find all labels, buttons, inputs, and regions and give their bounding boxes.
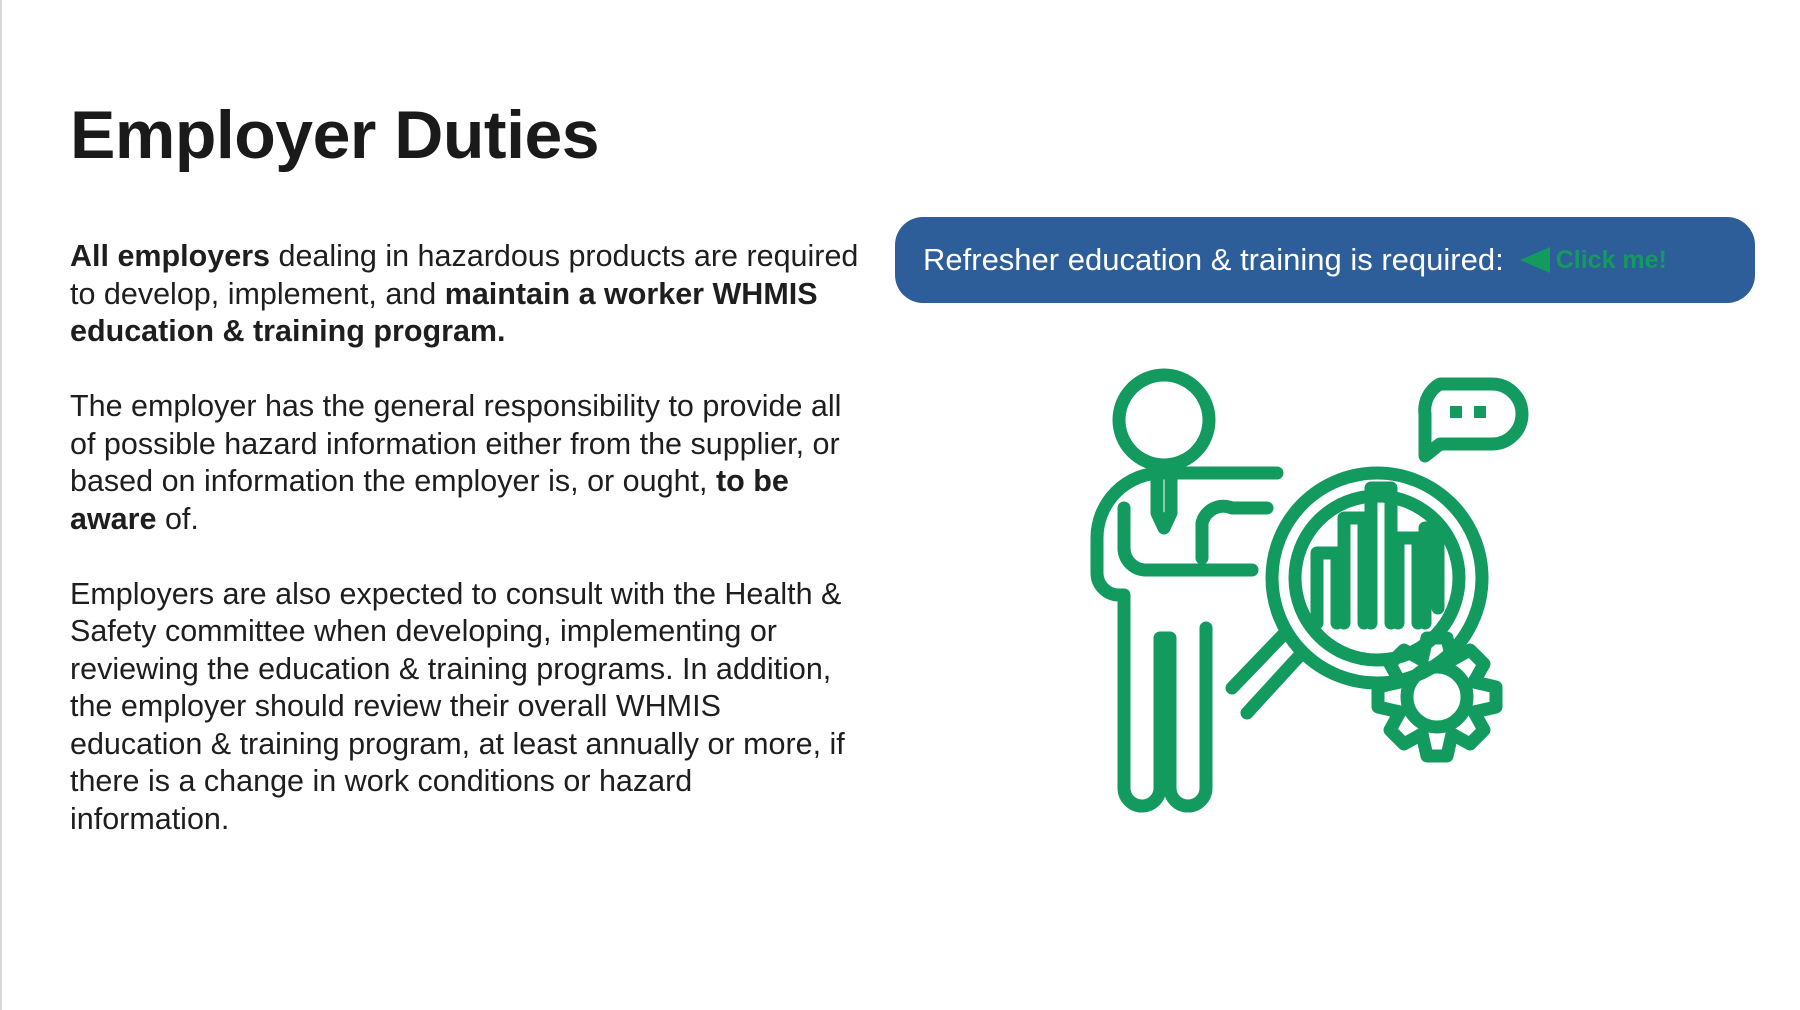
click-me-label: Click me! [1555, 245, 1667, 274]
paragraph-consult-review: Employers are also expected to consult w… [70, 576, 860, 839]
presenter-icon [1090, 368, 1284, 813]
text-segment: Employers are also expected to consult w… [70, 576, 845, 836]
click-me-link[interactable]: Click me! [1519, 245, 1667, 275]
text-segment: of. [156, 501, 199, 536]
text-segment: dealing in hazardous products are requir… [70, 239, 859, 311]
magnifier-icon [1225, 466, 1489, 720]
bar-chart-icon [1310, 481, 1445, 630]
left-arrow-icon [1519, 247, 1550, 273]
paragraph-hazard-information: The employer has the general responsibil… [70, 388, 860, 538]
paragraph-employer-duty: All employers dealing in hazardous produ… [70, 238, 860, 351]
presenter-magnifier-chart-gear-icon [1090, 368, 1529, 813]
text-segment: The employer has the general responsibil… [70, 389, 842, 498]
text-segment: All employers [70, 239, 271, 273]
callout-text: Refresher education & training is requir… [923, 242, 1504, 277]
body-text: All employers dealing in hazardous produ… [70, 238, 860, 876]
speech-bubble-icon [1418, 377, 1529, 463]
text-segment: maintain a worker WHMIS education & trai… [70, 276, 818, 349]
slide-title: Employer Duties [70, 97, 600, 173]
text-segment: to be aware [70, 464, 789, 536]
refresher-training-callout[interactable]: Refresher education & training is requir… [895, 217, 1755, 303]
